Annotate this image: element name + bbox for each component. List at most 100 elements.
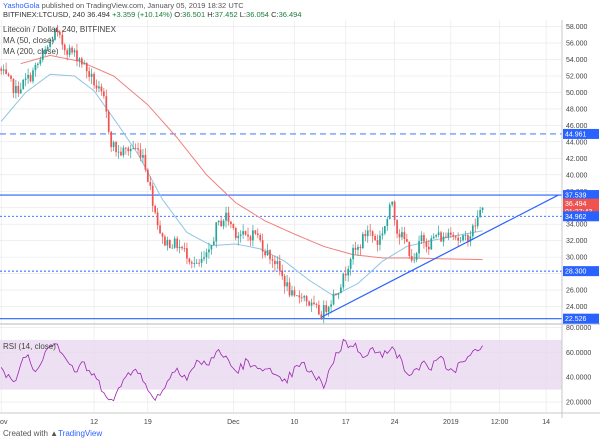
candle-body xyxy=(244,231,247,235)
candle-body xyxy=(56,29,59,33)
candle xyxy=(420,231,423,244)
time-axis[interactable]: Nov 12 19 Dec 10 17 24 2019 12:00 14 xyxy=(0,419,550,426)
candle-body xyxy=(17,85,20,94)
candle xyxy=(354,241,357,255)
candle xyxy=(215,222,218,248)
candle-body xyxy=(381,233,384,236)
price-tag-label: 28.300 xyxy=(565,269,587,276)
candle-body xyxy=(318,304,320,315)
candle xyxy=(335,292,337,296)
candle-body xyxy=(76,50,78,62)
candle xyxy=(386,216,389,232)
candle xyxy=(435,233,438,239)
time-tick-label: 12:00 xyxy=(491,419,509,426)
support-trendline[interactable] xyxy=(321,194,559,318)
candle xyxy=(396,219,398,239)
candle xyxy=(408,241,411,259)
candle xyxy=(154,204,157,215)
candle xyxy=(12,78,15,99)
footer: Created with ▲TradingView xyxy=(3,429,102,438)
candle-body xyxy=(234,228,237,239)
candle-body xyxy=(173,238,176,248)
candle-body xyxy=(467,235,469,242)
candle-body xyxy=(232,224,235,229)
price-tag: 34.962 xyxy=(563,211,599,222)
candle-body xyxy=(440,232,442,242)
candle xyxy=(300,293,303,303)
tradingview-link[interactable]: TradingView xyxy=(58,429,103,438)
candle-body xyxy=(71,47,73,53)
candle-body xyxy=(405,239,408,242)
candle xyxy=(222,219,225,230)
candle-body xyxy=(415,253,418,260)
candle xyxy=(449,227,452,238)
candle-body xyxy=(146,169,149,182)
candle xyxy=(454,235,457,241)
candle xyxy=(227,206,230,226)
candle xyxy=(244,230,247,236)
candle-body xyxy=(403,232,406,240)
candle xyxy=(10,75,12,82)
candle xyxy=(305,294,308,307)
candle-body xyxy=(81,58,83,65)
candle-body xyxy=(359,246,362,249)
candle xyxy=(161,232,164,244)
candle-body xyxy=(322,305,325,319)
author-link[interactable]: YashoGola xyxy=(3,1,40,10)
candle xyxy=(208,242,210,259)
candle-body xyxy=(344,273,347,276)
candle xyxy=(102,87,105,99)
candle-body xyxy=(217,220,220,223)
ma200-line xyxy=(20,54,483,261)
candle xyxy=(173,236,176,249)
candle-body xyxy=(242,231,244,235)
candle xyxy=(212,236,215,246)
rsi-axis[interactable]: 20.0000 40.0000 60.0000 80.0000 xyxy=(566,325,591,407)
candle-body xyxy=(320,314,323,319)
candle xyxy=(190,260,193,269)
candle-body xyxy=(112,142,115,148)
price-tag-label: 34.962 xyxy=(565,214,587,221)
candle xyxy=(291,285,293,297)
candle xyxy=(146,168,149,183)
candle-body xyxy=(195,262,198,264)
candle-body xyxy=(298,295,301,298)
candle-body xyxy=(39,59,42,64)
candle xyxy=(286,275,288,292)
price-tag: 37.539 xyxy=(563,190,599,201)
candle-body xyxy=(286,282,288,287)
chart-canvas[interactable]: 24.00026.00028.00030.00032.00034.00036.0… xyxy=(0,20,600,438)
candle-body xyxy=(288,282,291,296)
candle-body xyxy=(190,262,193,264)
candle-body xyxy=(371,231,374,237)
candle xyxy=(259,233,262,243)
candle xyxy=(117,144,120,159)
candle-body xyxy=(22,79,25,90)
candle xyxy=(85,62,88,79)
candle xyxy=(337,292,340,300)
candle xyxy=(76,43,78,67)
candle xyxy=(269,249,271,265)
candle-body xyxy=(418,241,420,254)
candle xyxy=(115,140,117,157)
candle xyxy=(105,89,108,119)
candle-body xyxy=(203,257,205,259)
candle-body xyxy=(305,296,308,302)
candle-body xyxy=(449,232,452,235)
candle-body xyxy=(59,32,61,35)
time-tick-label: 14 xyxy=(542,419,550,426)
candle xyxy=(381,226,384,240)
candle xyxy=(178,239,181,254)
candle-body xyxy=(134,148,137,150)
time-tick-label: 17 xyxy=(342,419,350,426)
legend-ma50[interactable]: MA (50, close) xyxy=(3,36,54,45)
symbol-label: BITFINEX:LTCUSD, 240 xyxy=(3,10,85,19)
publish-line: YashoGola published on TradingView.com, … xyxy=(3,1,244,10)
published-text: published on TradingView.com, January 05… xyxy=(41,1,244,10)
candle-body xyxy=(296,295,298,297)
candle-body xyxy=(227,212,230,222)
legend-ma200[interactable]: MA (200, close) xyxy=(3,47,59,56)
price-tick-label: 30.000 xyxy=(566,255,588,262)
rsi-legend[interactable]: RSI (14, close) xyxy=(3,342,56,351)
candle-body xyxy=(127,148,130,152)
